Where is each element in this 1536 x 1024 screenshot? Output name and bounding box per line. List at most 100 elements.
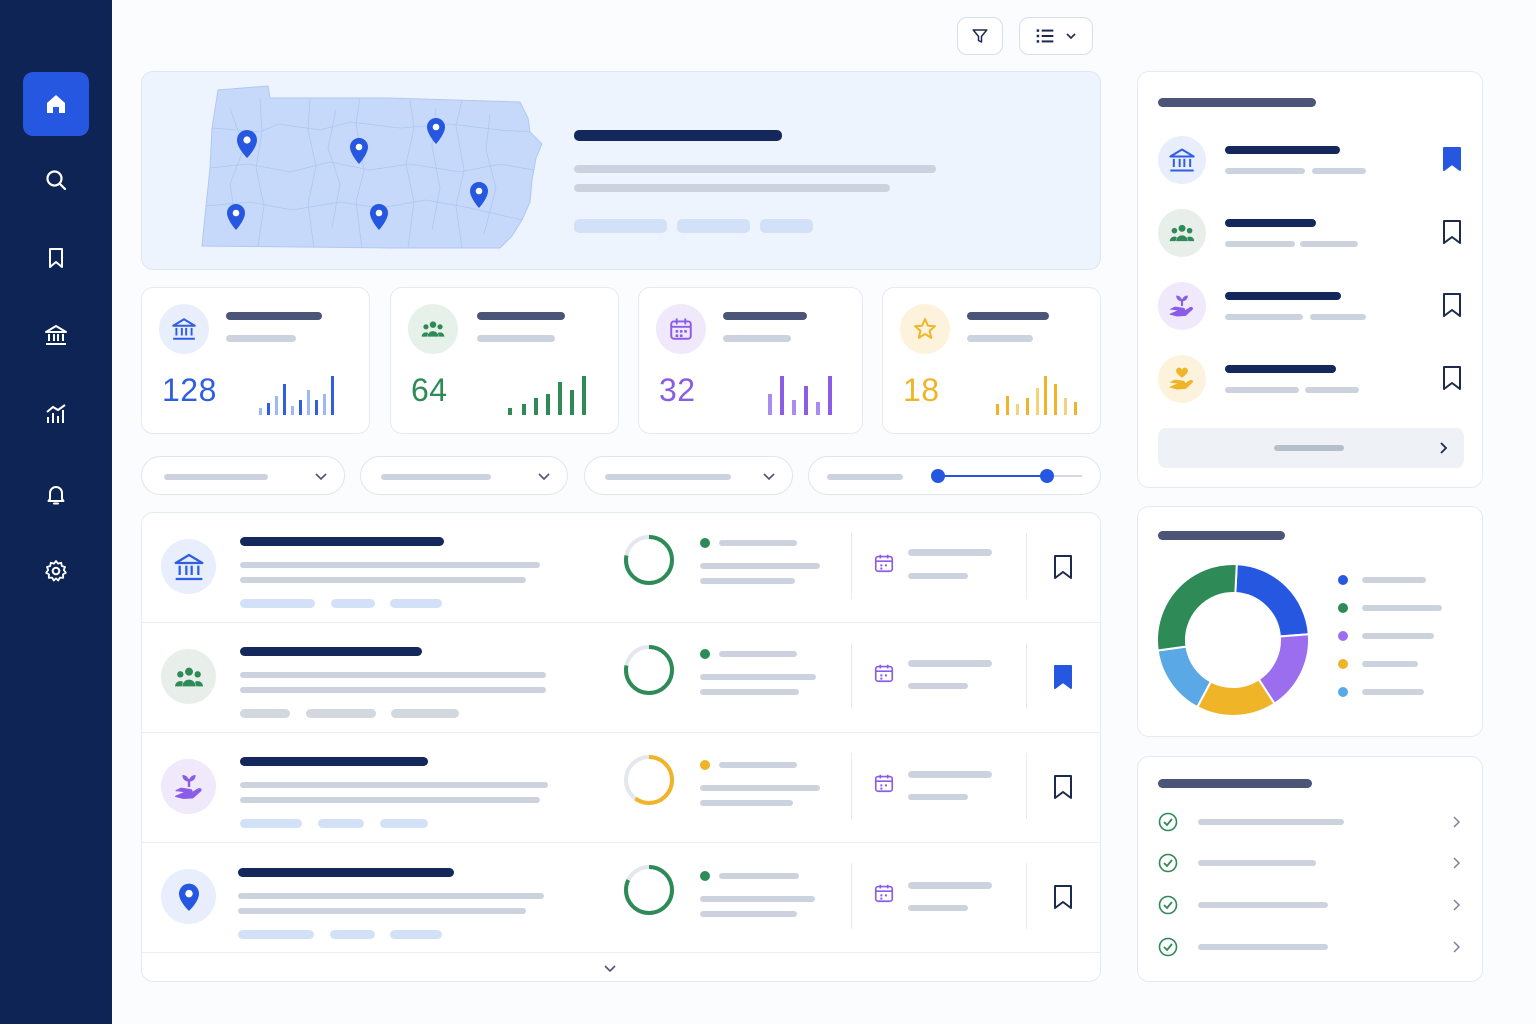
row-tag xyxy=(240,819,302,828)
map-marker[interactable] xyxy=(227,204,245,230)
map-marker[interactable] xyxy=(370,204,388,230)
bookmark-icon[interactable] xyxy=(1441,146,1463,172)
row-tag xyxy=(240,599,315,608)
map-marker[interactable] xyxy=(470,182,488,208)
list-item[interactable] xyxy=(142,513,1100,623)
date-placeholder xyxy=(908,905,968,911)
checklist-item[interactable] xyxy=(1158,893,1463,917)
divider xyxy=(1026,533,1027,599)
row-tag xyxy=(238,930,314,939)
bookmark-icon[interactable] xyxy=(1052,664,1074,690)
nav-home[interactable] xyxy=(23,72,89,136)
stat-subtitle-placeholder xyxy=(477,335,555,342)
saved-item-icon xyxy=(1158,355,1206,403)
date-placeholder xyxy=(908,882,992,889)
hero-text-placeholder xyxy=(574,165,936,173)
hero-tag[interactable] xyxy=(760,219,813,233)
bookmark-icon[interactable] xyxy=(1441,365,1463,391)
bookmark-icon[interactable] xyxy=(1052,884,1074,910)
filter-button[interactable] xyxy=(957,17,1003,55)
checklist-item[interactable] xyxy=(1158,810,1463,834)
row-tag xyxy=(390,599,442,608)
slider-handle-max[interactable] xyxy=(1040,469,1054,483)
bank-icon xyxy=(45,325,67,345)
row-tag xyxy=(390,930,442,939)
people-icon xyxy=(1169,224,1195,242)
nav-settings[interactable] xyxy=(23,539,89,603)
stat-value: 128 xyxy=(162,372,217,408)
status-placeholder xyxy=(700,689,799,695)
checklist-item[interactable] xyxy=(1158,851,1463,875)
donut-segment[interactable] xyxy=(1156,563,1238,652)
chevron-down-icon[interactable] xyxy=(603,963,617,975)
sidebar xyxy=(0,0,112,1024)
map-marker[interactable] xyxy=(350,138,368,164)
hero-tag[interactable] xyxy=(574,219,667,233)
view-all-button[interactable] xyxy=(1158,428,1464,468)
date-placeholder xyxy=(908,683,968,689)
bookmark-icon[interactable] xyxy=(1441,219,1463,245)
checklist-item[interactable] xyxy=(1158,935,1463,959)
legend-dot xyxy=(1338,631,1348,641)
nav-bookmarks[interactable] xyxy=(23,226,89,290)
button-label-placeholder xyxy=(1274,445,1344,451)
map-marker[interactable] xyxy=(237,130,257,158)
saved-item-text xyxy=(1225,314,1303,320)
donut-segment[interactable] xyxy=(1234,563,1310,638)
bookmark-icon[interactable] xyxy=(1441,292,1463,318)
map-marker[interactable] xyxy=(427,118,445,144)
stat-card-institutions[interactable]: 128 xyxy=(141,287,370,434)
filter-dropdown[interactable] xyxy=(584,456,793,495)
status-placeholder xyxy=(719,540,797,546)
stat-card-featured[interactable]: 18 xyxy=(882,287,1101,434)
list-item[interactable] xyxy=(142,623,1100,733)
calendar-icon xyxy=(874,554,894,573)
stat-value: 64 xyxy=(411,372,448,408)
row-icon-wrap xyxy=(161,869,216,924)
date-placeholder xyxy=(908,771,992,778)
legend-dot xyxy=(1338,687,1348,697)
legend-dot xyxy=(1338,603,1348,613)
row-title-placeholder xyxy=(238,868,454,877)
saved-item-icon xyxy=(1158,282,1206,330)
chevron-right-icon xyxy=(1453,816,1461,828)
bookmark-icon[interactable] xyxy=(1052,554,1074,580)
list-item[interactable] xyxy=(142,733,1100,843)
range-filter[interactable] xyxy=(808,456,1101,495)
chevron-down-icon xyxy=(763,473,775,481)
nav-institutions[interactable] xyxy=(23,303,89,367)
nav-analytics[interactable] xyxy=(23,382,89,446)
legend-dot xyxy=(1338,575,1348,585)
filter-dropdown[interactable] xyxy=(360,456,568,495)
divider xyxy=(1026,753,1027,819)
view-toggle-button[interactable] xyxy=(1019,17,1093,55)
calendar-icon xyxy=(670,318,692,340)
saved-item-text xyxy=(1310,314,1366,320)
checklist-label-placeholder xyxy=(1198,860,1316,866)
saved-item-text xyxy=(1305,387,1359,393)
checklist-label-placeholder xyxy=(1198,944,1328,950)
nav-notifications[interactable] xyxy=(23,462,89,526)
donut-chart xyxy=(1156,563,1310,717)
nav-search[interactable] xyxy=(23,148,89,212)
divider xyxy=(1026,643,1027,709)
chevron-right-icon xyxy=(1453,941,1461,953)
filter-icon xyxy=(972,29,988,43)
filter-placeholder xyxy=(381,474,491,480)
panel-title-placeholder xyxy=(1158,779,1312,788)
stat-card-groups[interactable]: 64 xyxy=(390,287,619,434)
row-title-placeholder xyxy=(240,647,422,656)
slider-range xyxy=(937,475,1047,477)
bookmark-icon[interactable] xyxy=(1052,774,1074,800)
status-placeholder xyxy=(719,762,797,768)
legend-dot xyxy=(1338,659,1348,669)
slider-handle-min[interactable] xyxy=(931,469,945,483)
filter-dropdown[interactable] xyxy=(141,456,345,495)
hero-tag[interactable] xyxy=(677,219,750,233)
row-text-placeholder xyxy=(240,577,526,583)
donut-segment[interactable] xyxy=(1156,645,1213,709)
list-item[interactable] xyxy=(142,843,1100,953)
state-map xyxy=(201,85,543,249)
stat-card-events[interactable]: 32 xyxy=(638,287,863,434)
row-tag xyxy=(318,819,364,828)
